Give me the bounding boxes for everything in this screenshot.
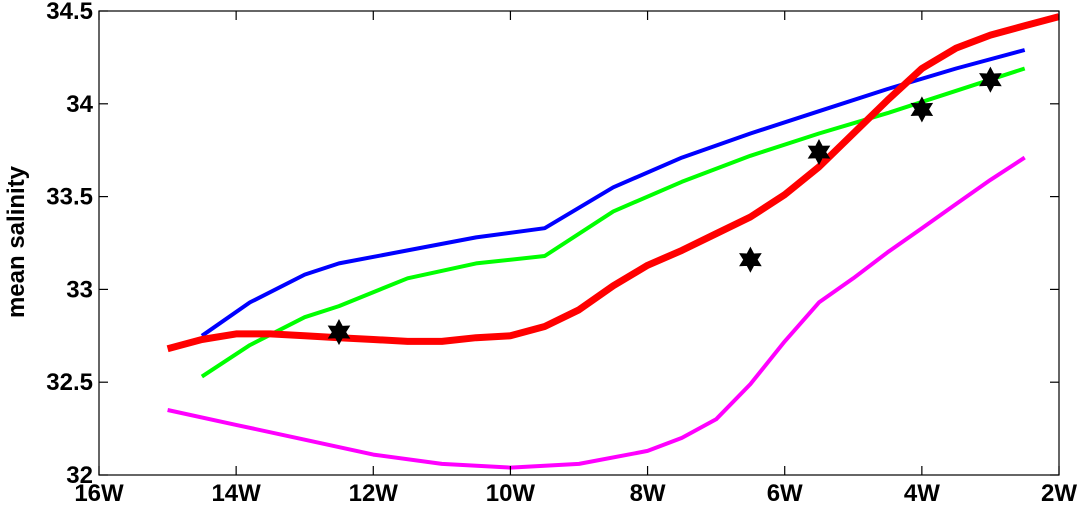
x-tick-label: 8W [630,480,666,507]
x-tick-label: 14W [211,480,261,507]
series-group [166,13,1059,470]
series-line-3 [166,13,1059,353]
y-tick-label: 34.5 [46,0,93,25]
x-tick-label: 12W [349,480,399,507]
y-axis-label: mean salinity [3,165,30,318]
data-point-star [910,96,934,123]
data-point-star [807,139,831,166]
series-line-4 [167,155,1026,470]
y-tick-label: 32 [66,462,93,489]
plot-area [166,13,1059,470]
series-line-1 [200,48,1026,338]
series-line-2 [200,66,1026,379]
y-tick-label: 33 [66,276,93,303]
y-tick-label: 34 [66,91,93,118]
data-point-star [327,319,351,346]
x-tick-label: 16W [74,480,124,507]
y-tick-label: 33.5 [46,184,93,211]
axes-frame [98,10,1060,476]
axes: 16W 14W 12W 10W 8W 6W 4W 2W 32 32.5 33 33.5 34 34.5 [46,0,1077,507]
y-tick-label: 32.5 [46,369,93,396]
data-point-star [979,66,1002,93]
x-tick-label: 6W [767,480,803,507]
x-tick-label: 2W [1041,480,1077,507]
x-tick-label: 4W [904,480,940,507]
data-point-star [739,246,762,273]
x-tick-label: 10W [486,480,536,507]
